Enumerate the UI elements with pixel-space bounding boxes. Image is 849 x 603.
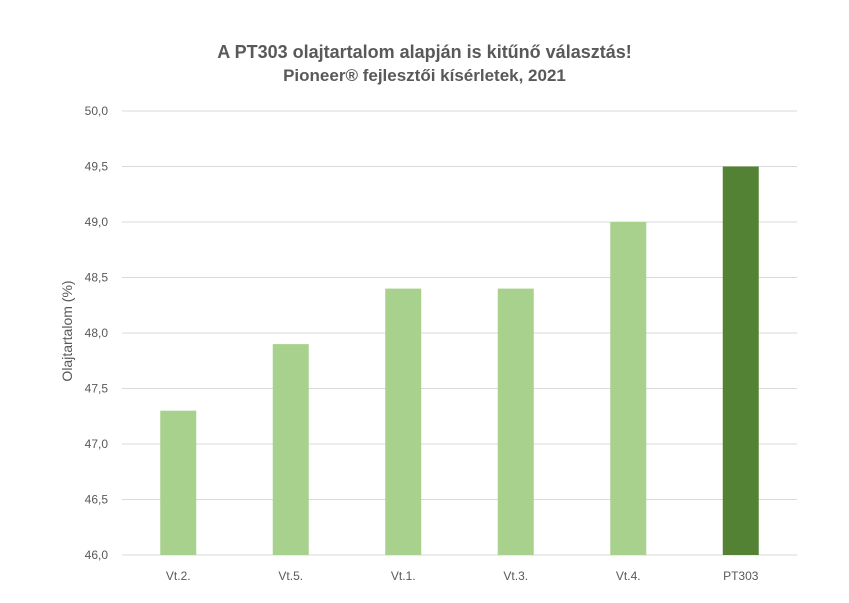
bar-vt2	[160, 410, 197, 555]
y-axis-title: Olajtartalom (%)	[59, 280, 75, 381]
bar-vt4	[610, 222, 647, 555]
bar-pt303	[722, 166, 759, 555]
x-axis-tick-labels: Vt.2. Vt.5. Vt.1. Vt.3. Vt.4. PT303	[166, 569, 759, 583]
y-axis-tick-labels: 46,0 46,5 47,0 47,5 48,0 48,5 49,0 49,5 50,0	[85, 104, 109, 562]
bar-vt5	[272, 344, 309, 555]
y-tick-label: 46,5	[85, 493, 109, 507]
y-tick-label: 47,0	[85, 437, 109, 451]
y-tick-label: 49,5	[85, 160, 109, 174]
x-tick-label: Vt.1.	[391, 569, 416, 583]
x-tick-label: Vt.5.	[278, 569, 303, 583]
y-tick-label: 47,5	[85, 382, 109, 396]
gridlines	[122, 110, 797, 556]
bar-vt3	[497, 288, 534, 555]
y-tick-label: 48,0	[85, 326, 109, 340]
x-tick-label: Vt.3.	[503, 569, 528, 583]
y-tick-label: 46,0	[85, 548, 109, 562]
x-tick-label: Vt.2.	[166, 569, 191, 583]
y-tick-label: 48,5	[85, 271, 109, 285]
bars	[160, 166, 759, 555]
x-tick-label: Vt.4.	[616, 569, 641, 583]
x-tick-label: PT303	[723, 569, 759, 583]
y-tick-label: 50,0	[85, 104, 109, 118]
bar-vt1	[385, 288, 422, 555]
chart-title: A PT303 olajtartalom alapján is kitűnő v…	[217, 42, 632, 62]
y-tick-label: 49,0	[85, 215, 109, 229]
chart-subtitle: Pioneer® fejlesztői kísérletek, 2021	[283, 66, 566, 85]
